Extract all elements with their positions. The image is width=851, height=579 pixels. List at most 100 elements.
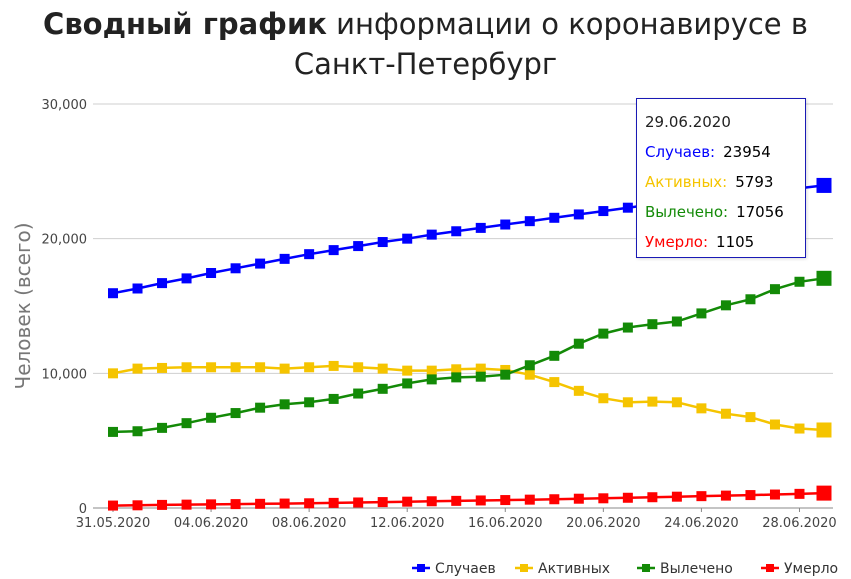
tooltip-row: Вылечено: 17056 xyxy=(645,197,805,227)
tooltip-value: 1105 xyxy=(716,233,755,251)
tooltip-value: 5793 xyxy=(735,173,774,191)
title-bold: Сводный график xyxy=(43,7,327,41)
x-tick-label: 28.06.2020 xyxy=(762,516,836,531)
data-point xyxy=(157,278,168,289)
data-point xyxy=(794,276,805,287)
legend-marker xyxy=(766,564,774,572)
data-point xyxy=(696,491,707,502)
data-point xyxy=(132,426,143,437)
data-point xyxy=(647,319,658,330)
data-point xyxy=(402,233,413,244)
title-line-1: Сводный график информации о коронавирусе… xyxy=(0,4,851,44)
data-point xyxy=(304,397,315,408)
data-point xyxy=(279,253,290,264)
data-point xyxy=(671,491,682,502)
series-line xyxy=(112,491,825,507)
data-point xyxy=(206,362,217,373)
data-point xyxy=(794,423,805,434)
data-point xyxy=(132,363,143,374)
series-line xyxy=(112,277,825,434)
data-point xyxy=(377,237,388,248)
data-point xyxy=(671,316,682,327)
data-point xyxy=(769,419,780,430)
data-point xyxy=(475,363,486,374)
data-point xyxy=(451,372,462,383)
tooltip-label: Умерло: xyxy=(645,233,709,251)
data-point xyxy=(279,399,290,410)
data-point xyxy=(426,496,437,507)
legend-marker xyxy=(417,564,425,572)
data-point xyxy=(181,273,192,284)
data-point xyxy=(451,495,462,506)
data-point xyxy=(157,422,168,433)
data-point xyxy=(353,241,364,252)
data-point xyxy=(549,494,560,505)
data-point xyxy=(598,328,609,339)
data-point xyxy=(475,371,486,382)
legend-marker xyxy=(642,564,650,572)
data-point xyxy=(598,393,609,404)
legend-marker xyxy=(520,564,528,572)
data-point xyxy=(622,397,633,408)
data-point xyxy=(328,360,339,371)
legend-label: Вылечено xyxy=(660,561,733,577)
data-point xyxy=(622,492,633,503)
tooltip-value: 17056 xyxy=(736,203,784,221)
data-point xyxy=(794,488,805,499)
data-point xyxy=(402,365,413,376)
data-point xyxy=(157,499,168,510)
y-tick-label: 10,000 xyxy=(42,367,88,382)
data-point xyxy=(132,500,143,511)
data-point xyxy=(377,383,388,394)
data-point xyxy=(377,363,388,374)
data-point xyxy=(426,365,437,376)
data-point xyxy=(769,284,780,295)
data-point xyxy=(573,493,584,504)
title-line-2: Санкт-Петербург xyxy=(293,47,558,81)
data-point xyxy=(816,177,832,193)
data-point xyxy=(377,497,388,508)
data-point xyxy=(524,369,535,380)
data-point xyxy=(426,229,437,240)
x-tick-label: 16.06.2020 xyxy=(468,516,542,531)
data-point xyxy=(622,202,633,213)
tooltip-label: Случаев: xyxy=(645,143,716,161)
data-point xyxy=(108,426,118,437)
data-point xyxy=(524,360,535,371)
data-point xyxy=(108,288,118,299)
legend-label: Умерло xyxy=(784,561,838,577)
data-point xyxy=(696,308,707,319)
data-point xyxy=(598,206,609,217)
data-point xyxy=(255,402,266,413)
tooltip-row: Случаев: 23954 xyxy=(645,137,805,167)
data-point xyxy=(206,499,217,510)
data-point xyxy=(816,422,832,438)
data-point xyxy=(816,485,832,501)
data-point xyxy=(206,268,217,279)
data-point xyxy=(279,363,290,374)
data-point xyxy=(328,497,339,508)
data-point xyxy=(475,222,486,233)
chart-tooltip: 29.06.2020 Случаев: 23954 Активных: 5793 Выл… xyxy=(636,98,806,258)
data-point xyxy=(304,362,315,373)
data-point xyxy=(720,300,731,311)
data-point xyxy=(524,216,535,227)
data-point xyxy=(108,500,118,511)
data-point xyxy=(304,498,315,509)
x-tick-label: 12.06.2020 xyxy=(370,516,444,531)
tooltip-row: Умерло: 1105 xyxy=(645,227,805,257)
tooltip-rows: Случаев: 23954 Активных: 5793 Вылечено: 17056… xyxy=(645,137,805,257)
data-point xyxy=(451,364,462,375)
data-point xyxy=(230,263,241,274)
data-point xyxy=(720,490,731,501)
data-point xyxy=(108,368,118,379)
data-point xyxy=(279,498,290,509)
x-tick-label: 31.05.2020 xyxy=(76,516,150,531)
tooltip-label: Вылечено: xyxy=(645,203,729,221)
data-point xyxy=(255,258,266,269)
data-point xyxy=(353,497,364,508)
y-axis-label: Человек (всего) xyxy=(11,222,35,389)
data-point xyxy=(720,408,731,419)
data-point xyxy=(181,362,192,373)
